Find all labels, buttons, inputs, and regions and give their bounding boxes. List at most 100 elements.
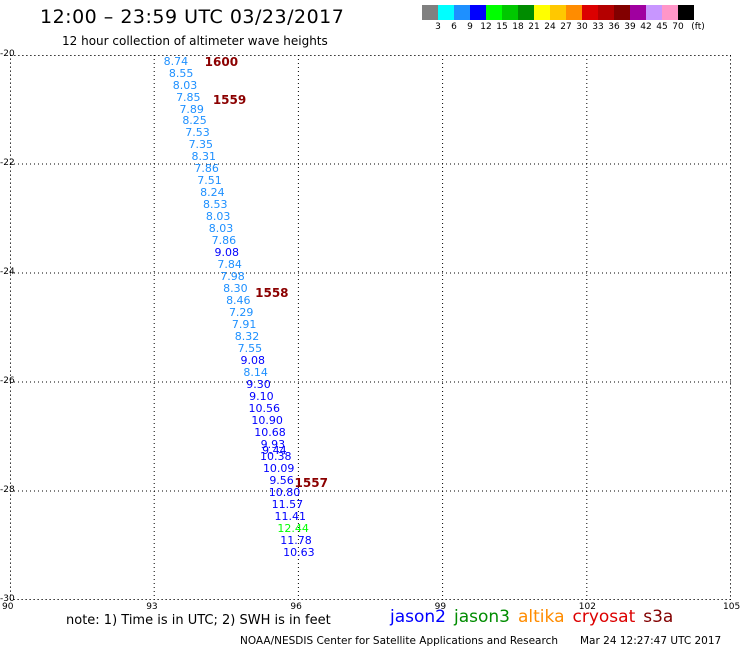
wave-height-value: 12.44 [277,522,309,536]
longitude-tick-label: 93 [146,602,158,612]
wave-height-value: 8.30 [223,282,248,296]
longitude-tick-label: 96 [290,602,302,612]
pass-time-label: 1559 [212,92,247,107]
wave-height-value: 7.89 [179,102,204,116]
wave-height-value: 11.57 [271,498,304,512]
wave-height-value: 11.41 [274,510,306,524]
color-swatch [598,5,614,20]
color-scale-labels: 3 6 9 12 15 18 21 24 27 30 33 36 39 42 45 70 (ft) [422,22,740,34]
longitude-tick-label: 102 [578,602,596,612]
note-text: note: 1) Time is in UTC; 2) SWH is in fe… [66,613,331,628]
legend-item-cryosat: cryosat [572,607,636,627]
color-swatch [502,5,518,20]
pass-time-label: 1557 [294,475,328,490]
wave-height-value: 7.35 [188,138,214,152]
color-scale-label: 36 [608,22,620,32]
wave-height-value: 10.90 [251,414,283,428]
wave-height-value: 9.08 [214,246,240,260]
wave-height-value: 9.10 [249,390,274,404]
wave-height-value: 7.29 [228,306,254,320]
color-scale-label: 6 [451,22,457,32]
color-swatch [534,5,550,20]
color-scale-label: (ft) [691,22,705,32]
color-swatch [678,5,694,20]
wave-height-value: 8.25 [182,114,207,128]
wave-height-value: 10.56 [248,402,281,416]
wave-height-value: 10.68 [254,426,286,440]
longitude-tick-label: 99 [434,602,447,612]
color-swatch [630,5,646,20]
latitude-tick-label: -28 [0,485,15,495]
wave-height-value: 10.09 [262,462,295,476]
latitude-tick-label: -26 [0,376,15,386]
color-scale-label: 3 [435,22,441,32]
map-frame [10,55,731,600]
page-title: 12:00 – 23:59 UTC 03/23/2017 [40,6,345,28]
legend-item-jason2: jason2 [390,607,446,627]
color-scale-label: 24 [544,22,556,32]
legend-item-s3a: s3a [643,607,674,627]
color-swatch [518,5,534,20]
wave-height-value: 7.98 [220,270,245,284]
color-scale-label: 27 [560,22,572,32]
pass-time-label: 1558 [255,285,289,300]
map-grid [10,55,731,600]
wave-height-value: 7.84 [217,258,242,272]
color-scale-label: 70 [672,22,684,32]
color-scale-label: 33 [592,22,604,32]
wave-height-value: 8.03 [205,210,231,224]
color-scale-label: 39 [624,22,636,32]
latitude-tick-label: -20 [0,49,15,59]
color-scale-label: 42 [640,22,652,32]
wave-height-value: 8.24 [200,186,225,200]
wave-height-value: 8.74 [163,54,189,68]
pass-time-label: 1600 [204,54,239,69]
map-plot-area: 90 93 96 99 102 105 -20 -22 -24 -26 -28 -30 8.74 8.55… [0,49,740,612]
wave-height-value: 7.53 [185,126,210,140]
wave-height-value: 8.32 [234,330,260,344]
wave-height-value: 7.51 [197,174,222,188]
wave-height-value: 11.78 [280,534,312,548]
color-scale-label: 21 [528,22,540,32]
wave-height-value: 9.93 [260,438,286,452]
wave-height-value: 8.14 [243,366,268,380]
satellite-legend: jason2 jason3 altika cryosat s3a [390,607,681,627]
wave-height-value: 7.55 [237,342,263,356]
color-scale-label: 15 [496,22,508,32]
longitude-tick-label: 105 [723,602,740,612]
wave-height-value: 9.30 [246,378,271,392]
wave-height-value: 9.56 [269,474,294,488]
wave-height-value: 9.08 [240,354,265,368]
color-scale-label: 30 [576,22,588,32]
color-swatch [614,5,630,20]
color-swatch [550,5,566,20]
wave-height-value: 10.80 [268,486,301,500]
wave-height-value: 7.86 [211,234,237,248]
wave-height-value: 8.03 [172,78,198,92]
color-swatch [646,5,662,20]
color-swatch [582,5,598,20]
color-scale-label: 18 [512,22,524,32]
legend-item-altika: altika [518,607,565,627]
wave-height-value: 7.91 [231,318,257,332]
longitude-tick-label: 90 [2,602,14,612]
color-scale-label: 9 [467,22,473,32]
color-swatch [470,5,486,20]
latitude-tick-label: -22 [0,158,15,168]
color-scale-bar [422,5,694,20]
color-swatch [438,5,454,20]
latitude-tick-label: -24 [0,267,15,277]
color-swatch [454,5,470,20]
wave-height-value: 8.46 [226,294,251,308]
wave-height-value: 8.53 [202,198,228,212]
color-swatch [662,5,678,20]
wave-height-value: 8.31 [191,150,216,164]
wave-height-value: 7.85 [176,90,201,104]
color-swatch [486,5,502,20]
generated-timestamp: Mar 24 12:27:47 UTC 2017 [580,635,722,647]
wave-height-value: 10.38 [260,450,292,464]
color-scale-label: 12 [480,22,492,32]
wave-height-value: 9.44 [262,444,287,458]
legend-item-jason3: jason3 [454,607,510,627]
footer-credit: NOAA/NESDIS Center for Satellite Applica… [240,635,558,647]
